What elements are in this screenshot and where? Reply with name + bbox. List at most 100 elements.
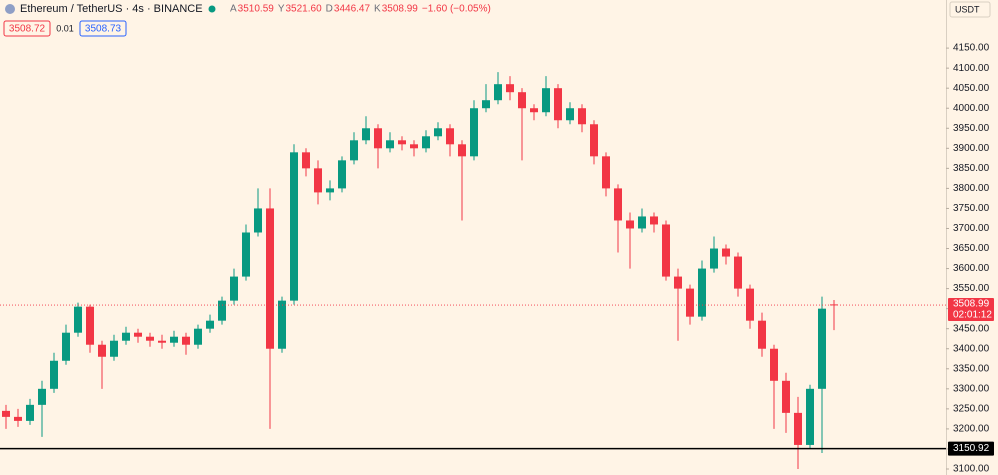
bid-price[interactable]: 3508.72 xyxy=(9,24,46,35)
candle-body xyxy=(362,128,370,141)
candle-body xyxy=(122,332,130,341)
symbol-icon xyxy=(5,4,15,14)
y-tick-label: 3250.00 xyxy=(953,404,990,415)
candle-body xyxy=(290,152,298,301)
y-tick-label: 4050.00 xyxy=(953,83,990,94)
ohlc-value: 3510.59 xyxy=(238,4,275,15)
candle-body xyxy=(398,140,406,145)
symbol-title: Ethereum / TetherUS · 4s · BINANCE xyxy=(20,3,203,15)
candle-body xyxy=(422,136,430,149)
y-tick-label: 3950.00 xyxy=(953,123,990,134)
ohlc-key: Y xyxy=(278,4,285,15)
candle-body xyxy=(218,300,226,321)
y-tick-label: 3450.00 xyxy=(953,323,990,334)
candle-body xyxy=(278,300,286,349)
candle-body xyxy=(110,340,118,357)
candle-body xyxy=(254,208,262,233)
sell-button[interactable] xyxy=(3,20,51,37)
candle-body xyxy=(38,388,46,405)
ohlc-value: 3446.47 xyxy=(334,4,371,15)
y-tick-label: 4000.00 xyxy=(953,103,990,114)
candle-body xyxy=(470,108,478,157)
candle-body xyxy=(446,128,454,145)
ohlc-value: 3508.99 xyxy=(382,4,419,15)
candle-body xyxy=(710,248,718,269)
candle-body xyxy=(806,388,814,445)
buy-button[interactable] xyxy=(79,20,127,37)
candle-body xyxy=(518,92,526,109)
candle-body xyxy=(662,224,670,277)
y-tick-label: 3900.00 xyxy=(953,143,990,154)
candle-body xyxy=(206,320,214,329)
last-price-label: 3508.99 xyxy=(953,299,990,310)
candle-body xyxy=(86,306,94,345)
candle-body xyxy=(494,84,502,101)
candle-body xyxy=(374,128,382,149)
candle-body xyxy=(410,144,418,149)
candle-body xyxy=(302,152,310,169)
candle-body xyxy=(602,156,610,189)
ohlc-key: K xyxy=(374,4,381,15)
candle-body xyxy=(62,332,70,361)
spread: 0.01 xyxy=(56,23,74,33)
ohlc-change: −1.60 (−0.05%) xyxy=(422,4,491,15)
y-tick-label: 3350.00 xyxy=(953,363,990,374)
candle-body xyxy=(74,306,82,333)
y-tick-label: 3550.00 xyxy=(953,283,990,294)
ask-price[interactable]: 3508.73 xyxy=(85,24,122,35)
last-price-box xyxy=(948,298,994,322)
candle-body xyxy=(26,404,34,421)
currency-button[interactable] xyxy=(949,1,991,18)
candle-body xyxy=(434,128,442,137)
y-tick-label: 4100.00 xyxy=(953,63,990,74)
ohlc-key: A xyxy=(230,4,237,15)
candle-body xyxy=(638,216,646,229)
candle-body xyxy=(482,100,490,109)
candle-body xyxy=(530,108,538,113)
candle-body xyxy=(98,344,106,357)
candle-body xyxy=(686,288,694,317)
candle-body xyxy=(566,108,574,121)
candle-body xyxy=(2,410,10,417)
candle-body xyxy=(326,188,334,193)
y-tick-label: 3700.00 xyxy=(953,223,990,234)
candle-body xyxy=(758,320,766,349)
candle-body xyxy=(14,416,22,421)
candle-body xyxy=(170,336,178,343)
horizontal-line-box xyxy=(948,441,994,456)
y-tick-label: 3800.00 xyxy=(953,183,990,194)
y-tick-label: 3750.00 xyxy=(953,203,990,214)
candle-body xyxy=(782,380,790,413)
candle-body xyxy=(266,208,274,349)
candle-body xyxy=(386,140,394,149)
y-tick-label: 3850.00 xyxy=(953,163,990,174)
candle-body xyxy=(590,124,598,157)
candle-body xyxy=(674,276,682,289)
y-tick-label: 3100.00 xyxy=(953,464,990,475)
ohlc-key: D xyxy=(326,4,333,15)
candle-body xyxy=(554,88,562,121)
candle-body xyxy=(158,340,166,343)
candle-body xyxy=(698,268,706,317)
candle-body xyxy=(818,308,826,389)
candle-body xyxy=(50,360,58,389)
candle-body xyxy=(734,256,742,289)
candle-body xyxy=(794,412,802,445)
candle-body xyxy=(194,328,202,345)
candle-body xyxy=(350,140,358,161)
candles xyxy=(2,72,838,469)
candle-body xyxy=(722,248,730,257)
currency-label[interactable]: USDT xyxy=(955,4,980,14)
countdown: 02:01:12 xyxy=(953,310,992,321)
candle-body xyxy=(746,288,754,321)
ohlc-value: 3521.60 xyxy=(286,4,323,15)
candle-body xyxy=(614,188,622,221)
candle-body xyxy=(542,88,550,113)
y-tick-label: 3600.00 xyxy=(953,263,990,274)
candle-body xyxy=(626,220,634,229)
market-status-dot xyxy=(208,5,216,13)
candle-body xyxy=(506,84,514,93)
y-tick-label: 4150.00 xyxy=(953,43,990,54)
